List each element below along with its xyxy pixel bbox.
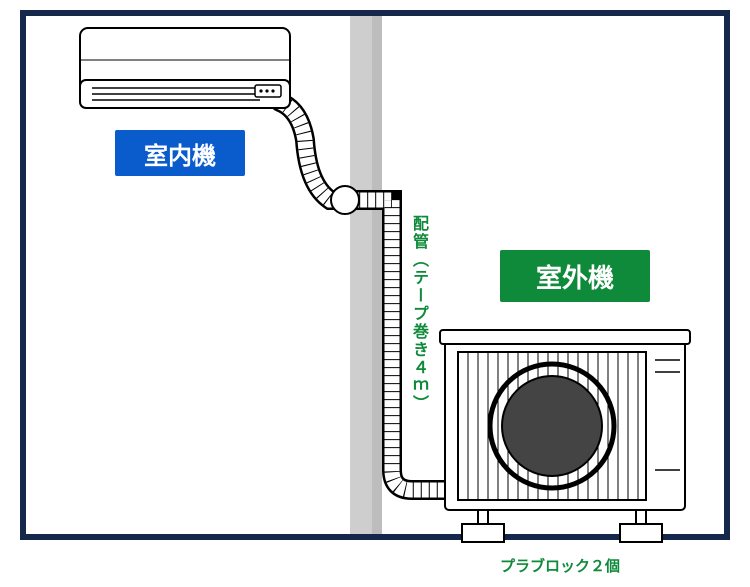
outdoor-unit-label-text: 室外機: [536, 258, 614, 295]
outdoor-unit: [440, 330, 690, 542]
pipe-label: 配管（テープ巻き４ｍ）: [406, 215, 430, 413]
indoor-unit: [80, 28, 290, 108]
outdoor-unit-label: 室外機: [500, 250, 650, 302]
wall: [350, 16, 382, 534]
indoor-unit-label-text: 室内機: [144, 136, 216, 171]
block-caption: プラブロック２個: [500, 555, 620, 576]
indoor-unit-label: 室内機: [115, 130, 245, 176]
